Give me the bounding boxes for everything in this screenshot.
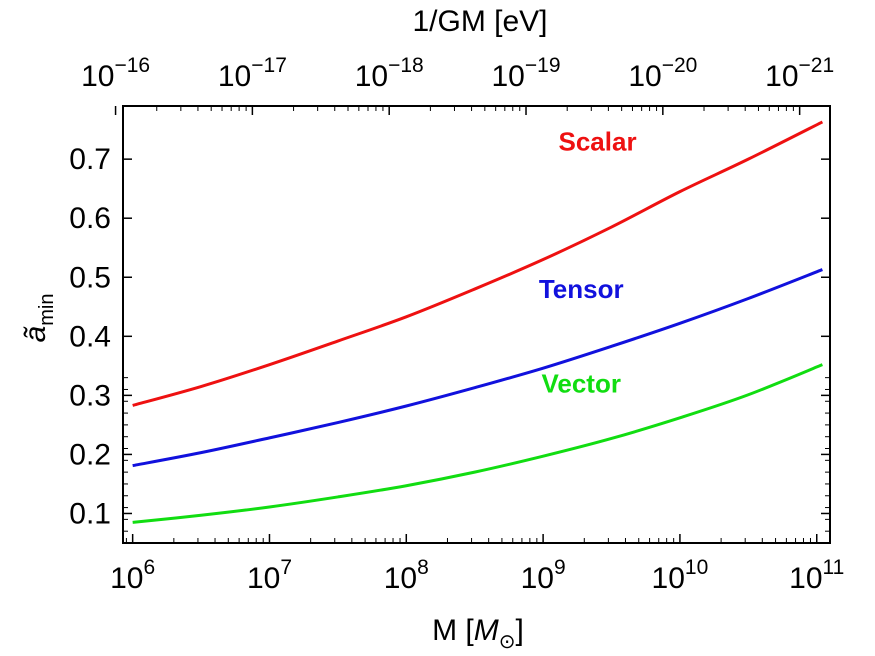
series-label-tensor: Tensor	[539, 274, 624, 304]
series-line-tensor	[132, 268, 823, 468]
y-tick-labels: 0.1 0.2 0.3 0.4 0.5 0.6 0.7	[69, 143, 111, 530]
y-tick-label: 0.6	[69, 202, 111, 235]
series-lines	[132, 120, 824, 524]
y-tick-label: 0.1	[69, 497, 111, 530]
x-tick-label: 1010	[652, 556, 709, 595]
y-tick-label: 0.4	[69, 320, 111, 353]
y-tick-label: 0.3	[69, 379, 111, 412]
top-tick-labels: 10−16 10−17 10−18 10−19 10−20 10−21	[81, 54, 834, 93]
x-axis-label: M [M⊙]	[432, 614, 524, 653]
y-tick-label: 0.7	[69, 143, 111, 176]
top-tick-label: 10−19	[492, 54, 561, 93]
top-tick-label: 10−20	[628, 54, 697, 93]
series-label-scalar: Scalar	[559, 126, 637, 156]
top-axis-label: 1/GM [eV]	[412, 5, 547, 38]
x-tick-label: 107	[247, 556, 292, 595]
plot-frame	[122, 105, 831, 544]
x-tick-label: 108	[384, 556, 429, 595]
top-tick-label: 10−17	[218, 54, 287, 93]
series-line-scalar	[132, 120, 824, 407]
plot-area: Scalar Tensor Vector	[114, 105, 831, 544]
top-tick-label: 10−18	[355, 54, 424, 93]
y-tick-label: 0.5	[69, 261, 111, 294]
top-tick-label: 10−16	[81, 54, 150, 93]
series-label-vector: Vector	[541, 368, 621, 398]
x-tick-label: 1011	[789, 556, 844, 595]
x-tick-label: 106	[110, 556, 155, 595]
series-line-vector	[132, 363, 823, 524]
series-labels: Scalar Tensor Vector	[539, 126, 637, 398]
y-tick-label: 0.2	[69, 438, 111, 471]
y-axis-label: ãmin	[19, 294, 58, 343]
x-tick-labels: 106 107 108 109 1010 1011	[110, 556, 844, 595]
x-tick-label: 109	[521, 556, 566, 595]
top-tick-label: 10−21	[765, 54, 834, 93]
tick-marks	[114, 106, 830, 544]
